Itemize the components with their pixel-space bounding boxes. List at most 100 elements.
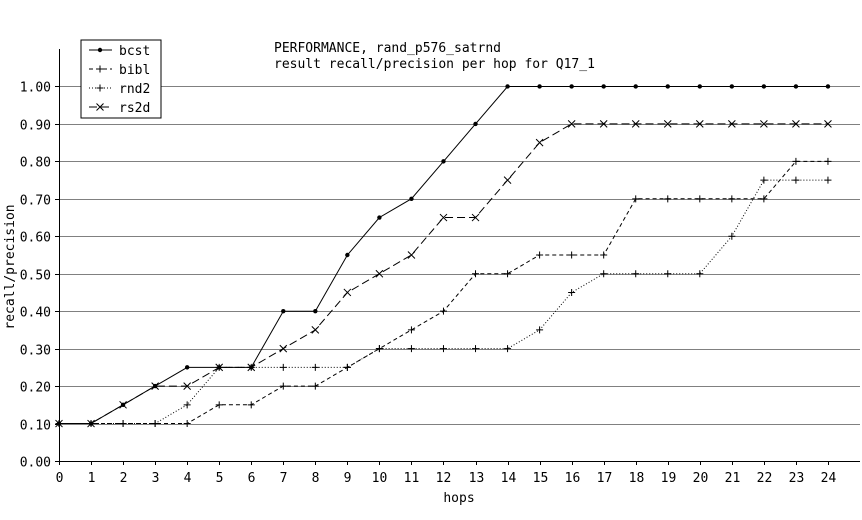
point-bcst: [601, 84, 606, 89]
point-bibl: [824, 157, 832, 165]
point-bibl: [407, 326, 415, 334]
series-rnd2: [55, 176, 832, 428]
point-bcst: [793, 84, 799, 89]
x-tick-label: 18: [629, 471, 645, 486]
chart-title-line-1: PERFORMANCE, rand_p576_satrnd: [274, 41, 501, 56]
x-tick-label: 4: [184, 471, 192, 486]
point-rs2d: [471, 213, 480, 222]
point-rs2d: [663, 120, 672, 128]
point-rnd2: [151, 420, 159, 428]
point-bibl: [536, 251, 544, 259]
x-tick-label: 10: [372, 471, 388, 486]
point-rnd2: [183, 401, 191, 409]
point-bcst: [569, 84, 574, 89]
legend-marker-bcst: [97, 47, 103, 53]
point-bcst: [281, 308, 286, 314]
point-rs2d: [727, 120, 736, 128]
point-rs2d: [503, 176, 512, 184]
point-rs2d: [151, 382, 159, 390]
legend-marker-bibl: [96, 65, 104, 73]
x-tick-labels: 0 1 2 3 4 5 6 7 8 9 10 11 12 13 14 15 16 17 18 19 20 21 22 23 24: [56, 471, 837, 486]
y-tick-label: 0.50: [20, 269, 51, 284]
point-bibl: [279, 382, 287, 390]
chart-title-line-2: result recall/precision per hop for Q17_…: [274, 57, 595, 72]
point-rs2d: [311, 326, 320, 334]
point-rnd2: [824, 176, 832, 184]
point-rnd2: [600, 270, 608, 278]
y-tick-label: 0.30: [20, 344, 51, 359]
point-rs2d: [183, 382, 192, 390]
x-tick-label: 22: [757, 471, 773, 486]
point-bcst: [184, 365, 190, 370]
point-rnd2: [792, 176, 800, 184]
x-tick-label: 19: [661, 471, 677, 486]
point-bcst: [377, 215, 382, 220]
point-rnd2: [728, 232, 736, 240]
point-rs2d: [407, 251, 416, 259]
point-bibl: [568, 251, 576, 259]
point-rs2d: [119, 400, 127, 409]
point-rs2d: [824, 120, 832, 128]
series-line-bcst: [59, 86, 828, 424]
x-tick-label: 14: [501, 471, 517, 486]
point-bibl: [600, 251, 608, 259]
legend-label-rs2d: rs2d: [119, 101, 150, 116]
point-rs2d: [215, 363, 224, 372]
point-bcst: [761, 84, 767, 89]
x-tick-label: 20: [693, 471, 709, 486]
x-tick-label: 11: [404, 471, 420, 486]
x-tick-label: 12: [436, 471, 452, 486]
point-rnd2: [664, 270, 672, 278]
point-bibl: [632, 195, 640, 203]
y-tick-label: 0.10: [20, 419, 51, 434]
y-tick-labels: 0.00 0.10 0.20 0.30 0.40 0.50 0.60 0.70 0.80 0.90…: [20, 81, 51, 471]
point-bcst: [441, 159, 446, 164]
point-rs2d: [279, 344, 288, 353]
x-tick-label: 3: [152, 471, 160, 486]
x-tick-label: 5: [216, 471, 224, 486]
y-tick-label: 0.00: [20, 456, 51, 471]
axes: [55, 49, 860, 465]
point-bcst: [697, 84, 702, 89]
point-bcst: [313, 308, 318, 314]
legend-marker-rnd2: [96, 84, 104, 92]
point-bibl: [664, 195, 672, 203]
y-tick-label: 0.60: [20, 231, 51, 246]
point-rs2d: [375, 269, 384, 278]
legend-marker-rs2d: [96, 103, 104, 111]
point-bibl: [472, 270, 480, 278]
x-tick-label: 21: [725, 471, 741, 486]
point-bcst: [473, 121, 478, 127]
point-bibl: [760, 195, 768, 203]
point-bcst: [409, 196, 414, 202]
x-tick-label: 2: [120, 471, 128, 486]
x-tick-label: 24: [821, 471, 837, 486]
series-rs2d: [55, 120, 832, 428]
point-rs2d: [567, 120, 576, 128]
x-tick-label: 23: [789, 471, 805, 486]
point-rnd2: [279, 363, 287, 371]
point-rnd2: [696, 270, 704, 278]
point-rnd2: [568, 288, 576, 296]
point-bcst: [633, 84, 638, 89]
x-tick-label: 1: [88, 471, 96, 486]
x-tick-label: 17: [597, 471, 613, 486]
point-bibl: [792, 157, 800, 165]
point-rnd2: [760, 176, 768, 184]
point-rnd2: [504, 345, 512, 353]
point-bibl: [504, 270, 512, 278]
point-rs2d: [695, 120, 704, 128]
point-rnd2: [311, 363, 319, 371]
x-tick-label: 13: [469, 471, 485, 486]
point-rs2d: [535, 138, 544, 147]
point-rs2d: [760, 120, 768, 128]
y-tick-label: 0.40: [20, 306, 51, 321]
point-rnd2: [375, 345, 383, 353]
point-rs2d: [439, 213, 448, 222]
legend-label-bibl: bibl: [119, 63, 150, 78]
legend-label-rnd2: rnd2: [119, 82, 150, 97]
x-tick-label: 9: [344, 471, 352, 486]
x-tick-label: 16: [565, 471, 581, 486]
point-rnd2: [439, 345, 447, 353]
point-rs2d: [343, 288, 352, 297]
